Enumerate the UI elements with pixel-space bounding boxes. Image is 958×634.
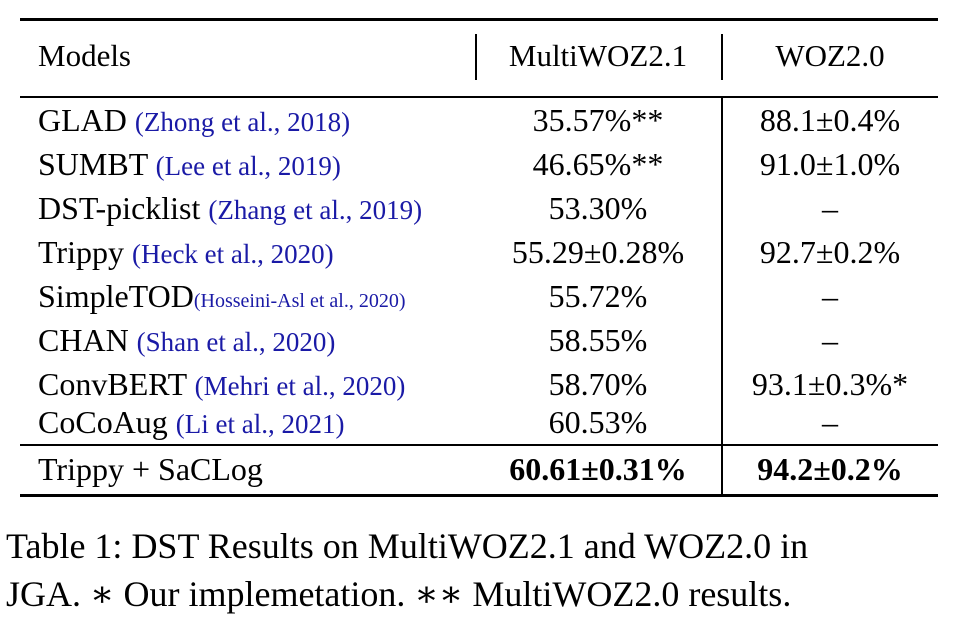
table-caption: Table 1: DST Results on MultiWOZ2.1 and … xyxy=(6,522,952,618)
woz-score: – xyxy=(822,322,838,358)
citation: (Mehri et al., 2020) xyxy=(194,371,406,401)
model-cell: SUMBT (Lee et al., 2019) xyxy=(38,142,341,186)
header-models: Models xyxy=(38,38,131,73)
model-name: CoCoAug xyxy=(38,404,168,440)
table-row: CoCoAug (Li et al., 2021) 60.53% – xyxy=(20,400,938,444)
multiwoz-score: 58.70% xyxy=(548,366,648,402)
citation: (Hosseini-Asl et al., 2020) xyxy=(193,290,406,312)
table-row: SimpleTOD(Hosseini-Asl et al., 2020) 55.… xyxy=(20,274,938,318)
model-cell: SimpleTOD(Hosseini-Asl et al., 2020) xyxy=(38,274,406,318)
header-multiwoz: MultiWOZ2.1 xyxy=(508,38,688,73)
multiwoz-score: 55.72% xyxy=(548,278,648,314)
final-woz-score: 94.2±0.2% xyxy=(757,451,903,487)
citation: (Zhang et al., 2019) xyxy=(208,195,423,225)
woz-score: 93.1±0.3%* xyxy=(751,366,909,402)
multiwoz-score: 58.55% xyxy=(548,322,648,358)
model-cell: CHAN (Shan et al., 2020) xyxy=(38,318,335,362)
table-final-row-rule xyxy=(20,444,938,446)
woz-score: – xyxy=(822,278,838,314)
model-name: SimpleTOD xyxy=(38,278,194,314)
header-divider-1 xyxy=(475,34,477,80)
multiwoz-score: 46.65%** xyxy=(532,146,664,182)
multiwoz-score: 60.53% xyxy=(548,404,648,440)
table-row: Trippy (Heck et al., 2020) 55.29±0.28% 9… xyxy=(20,230,938,274)
model-name: DST-picklist xyxy=(38,190,201,226)
citation: (Shan et al., 2020) xyxy=(136,327,336,357)
citation: (Lee et al., 2019) xyxy=(155,151,341,181)
final-model-name: Trippy + SaCLog xyxy=(38,451,263,487)
woz-score: 92.7±0.2% xyxy=(759,234,901,270)
final-table-row: Trippy + SaCLog 60.61±0.31% 94.2±0.2% xyxy=(20,447,938,491)
caption-line-1: Table 1: DST Results on MultiWOZ2.1 and … xyxy=(6,526,809,566)
table-row: CHAN (Shan et al., 2020) 58.55% – xyxy=(20,318,938,362)
citation: (Heck et al., 2020) xyxy=(131,239,334,269)
table-bottom-rule xyxy=(20,494,938,497)
model-cell: CoCoAug (Li et al., 2021) xyxy=(38,400,345,444)
model-cell: Trippy (Heck et al., 2020) xyxy=(38,230,334,274)
multiwoz-score: 55.29±0.28% xyxy=(511,234,685,270)
model-name: SUMBT xyxy=(38,146,148,182)
final-multiwoz-score: 60.61±0.31% xyxy=(509,451,687,487)
table-top-rule xyxy=(20,18,938,21)
woz-score: 88.1±0.4% xyxy=(759,102,901,138)
multiwoz-score: 53.30% xyxy=(548,190,648,226)
header-divider-2 xyxy=(721,34,723,80)
table-row: ConvBERT (Mehri et al., 2020) 58.70% 93.… xyxy=(20,362,938,406)
column-divider xyxy=(721,98,723,496)
multiwoz-score: 35.57%** xyxy=(532,102,664,138)
table-header-rule xyxy=(20,96,938,98)
model-name: CHAN xyxy=(38,322,129,358)
model-cell: DST-picklist (Zhang et al., 2019) xyxy=(38,186,422,230)
header-woz: WOZ2.0 xyxy=(775,38,885,73)
model-name: ConvBERT xyxy=(38,366,187,402)
citation: (Zhong et al., 2018) xyxy=(134,107,351,137)
table-header-row: Models MultiWOZ2.1 WOZ2.0 xyxy=(20,34,938,78)
caption-line-2: JGA. ∗ Our implemetation. ∗∗ MultiWOZ2.0… xyxy=(6,574,792,614)
woz-score: 91.0±1.0% xyxy=(759,146,901,182)
table-row: SUMBT (Lee et al., 2019) 46.65%** 91.0±1… xyxy=(20,142,938,186)
model-name: GLAD xyxy=(38,102,127,138)
model-name: Trippy xyxy=(38,234,124,270)
citation: (Li et al., 2021) xyxy=(175,409,345,439)
table-row: DST-picklist (Zhang et al., 2019) 53.30%… xyxy=(20,186,938,230)
woz-score: – xyxy=(822,190,838,226)
model-cell: ConvBERT (Mehri et al., 2020) xyxy=(38,362,405,406)
table-row: GLAD (Zhong et al., 2018) 35.57%** 88.1±… xyxy=(20,98,938,142)
model-cell: GLAD (Zhong et al., 2018) xyxy=(38,98,350,142)
woz-score: – xyxy=(822,404,838,440)
